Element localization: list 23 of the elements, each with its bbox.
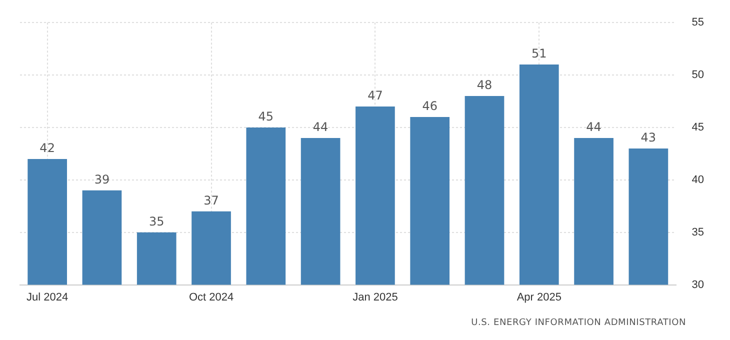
y-tick-label: 30 <box>692 278 704 291</box>
y-tick-label: 50 <box>692 69 704 82</box>
data-label: 39 <box>94 172 110 187</box>
y-tick-label: 55 <box>692 16 704 29</box>
data-label: 37 <box>204 194 219 208</box>
data-label: 42 <box>40 141 55 156</box>
data-label: 43 <box>640 130 656 145</box>
x-tick-label: Apr 2025 <box>516 291 562 304</box>
x-tick-label: Jan 2025 <box>352 291 398 304</box>
data-label: 35 <box>148 214 164 228</box>
x-tick-label: Oct 2024 <box>188 291 234 304</box>
y-tick-label: 35 <box>692 226 704 238</box>
y-tick-label: 45 <box>692 122 704 134</box>
data-label: 46 <box>422 99 438 114</box>
data-label: 44 <box>586 120 602 134</box>
data-label: 44 <box>312 120 328 134</box>
data-label: 45 <box>258 110 274 124</box>
data-label: 48 <box>476 78 492 92</box>
data-label: 47 <box>368 88 383 103</box>
text: U.S. ENERGY INFORMATION ADMINISTRATION <box>471 318 686 328</box>
data-label: 51 <box>532 46 547 61</box>
y-tick-label: 40 <box>692 174 704 186</box>
x-tick-label: Jul 2024 <box>26 291 68 304</box>
